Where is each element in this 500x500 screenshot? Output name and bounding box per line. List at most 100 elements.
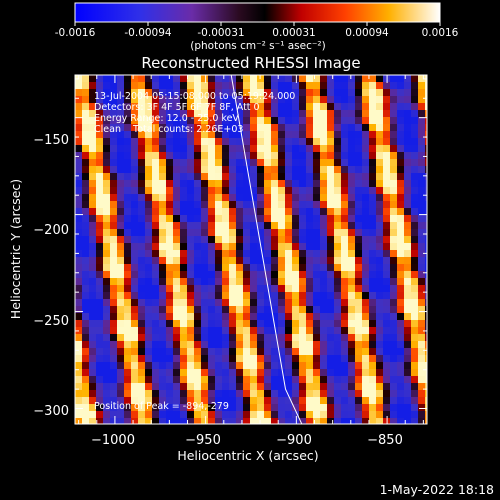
heatmap-cell [159, 110, 166, 117]
heatmap-cell [369, 334, 376, 341]
heatmap-cell [369, 306, 376, 313]
heatmap-cell [341, 110, 348, 117]
heatmap-cell [103, 152, 110, 159]
heatmap-cell [334, 89, 341, 96]
heatmap-cell [271, 201, 278, 208]
heatmap-cell [264, 264, 271, 271]
heatmap-cell [250, 404, 257, 411]
heatmap-cell [89, 75, 96, 82]
heatmap-cell [131, 271, 138, 278]
heatmap-cell [390, 194, 397, 201]
heatmap-cell [110, 222, 117, 229]
heatmap-cell [264, 208, 271, 215]
heatmap-cell [390, 229, 397, 236]
heatmap-cell [96, 243, 103, 250]
heatmap-cell [96, 320, 103, 327]
heatmap-cell [278, 341, 285, 348]
heatmap-cell [201, 159, 208, 166]
heatmap-cell [103, 418, 110, 424]
heatmap-cell [103, 75, 110, 82]
heatmap-cell [138, 264, 145, 271]
heatmap-cell [152, 383, 159, 390]
heatmap-cell [390, 327, 397, 334]
heatmap-cell [124, 117, 131, 124]
heatmap-cell [418, 334, 425, 341]
heatmap-cell [145, 82, 152, 89]
y-axis-label: Heliocentric Y (arcsec) [8, 179, 23, 319]
heatmap-cell [285, 264, 292, 271]
heatmap-cell [89, 327, 96, 334]
heatmap-cell [320, 229, 327, 236]
heatmap-cell [425, 320, 427, 327]
heatmap-cell [411, 103, 418, 110]
heatmap-cell [425, 362, 427, 369]
heatmap-cell [313, 187, 320, 194]
heatmap-cell [348, 215, 355, 222]
heatmap-cell [334, 285, 341, 292]
heatmap-cell [425, 215, 427, 222]
heatmap-cell [334, 110, 341, 117]
heatmap-cell [110, 334, 117, 341]
heatmap-cell [75, 369, 82, 376]
heatmap-cell [425, 187, 427, 194]
heatmap-cell [124, 257, 131, 264]
heatmap-cell [313, 110, 320, 117]
heatmap-cell [362, 285, 369, 292]
heatmap-cell [159, 89, 166, 96]
heatmap-cell [75, 117, 82, 124]
heatmap-cell [243, 187, 250, 194]
heatmap-cell [208, 299, 215, 306]
heatmap-cell [75, 306, 82, 313]
heatmap-cell [355, 215, 362, 222]
heatmap-cell [418, 404, 425, 411]
heatmap-cell [320, 145, 327, 152]
heatmap-cell [411, 124, 418, 131]
heatmap-cell [215, 285, 222, 292]
heatmap-cell [110, 96, 117, 103]
heatmap-cell [320, 215, 327, 222]
heatmap-cell [173, 341, 180, 348]
heatmap-cell [131, 236, 138, 243]
heatmap-cell [110, 194, 117, 201]
heatmap-cell [404, 250, 411, 257]
heatmap-cell [201, 75, 208, 82]
heatmap-cell [348, 131, 355, 138]
heatmap-cell [187, 82, 194, 89]
heatmap-cell [131, 194, 138, 201]
heatmap-cell [110, 75, 117, 82]
heatmap-cell [145, 96, 152, 103]
heatmap-cell [208, 152, 215, 159]
heatmap-cell [96, 362, 103, 369]
heatmap-cell [229, 348, 236, 355]
heatmap-cell [194, 180, 201, 187]
heatmap-cell [250, 222, 257, 229]
heatmap-cell [215, 278, 222, 285]
heatmap-cell [138, 89, 145, 96]
heatmap-cell [229, 390, 236, 397]
heatmap-cell [383, 299, 390, 306]
heatmap-cell [229, 292, 236, 299]
heatmap-cell [383, 320, 390, 327]
heatmap-cell [348, 194, 355, 201]
heatmap-cell [313, 82, 320, 89]
heatmap-cell [201, 264, 208, 271]
heatmap-cell [404, 341, 411, 348]
heatmap-cell [194, 327, 201, 334]
heatmap-cell [348, 418, 355, 424]
heatmap-cell [376, 327, 383, 334]
heatmap-cell [376, 89, 383, 96]
heatmap-cell [404, 369, 411, 376]
heatmap-cell [145, 110, 152, 117]
heatmap-cell [110, 271, 117, 278]
heatmap-cell [159, 320, 166, 327]
heatmap-cell [82, 166, 89, 173]
heatmap-cell [271, 145, 278, 152]
heatmap-cell [411, 257, 418, 264]
heatmap-cell [418, 243, 425, 250]
heatmap-cell [138, 152, 145, 159]
heatmap-cell [404, 327, 411, 334]
heatmap-cell [250, 243, 257, 250]
heatmap-cell [124, 236, 131, 243]
x-tick-label: −950 [185, 433, 221, 448]
heatmap-cell [131, 383, 138, 390]
